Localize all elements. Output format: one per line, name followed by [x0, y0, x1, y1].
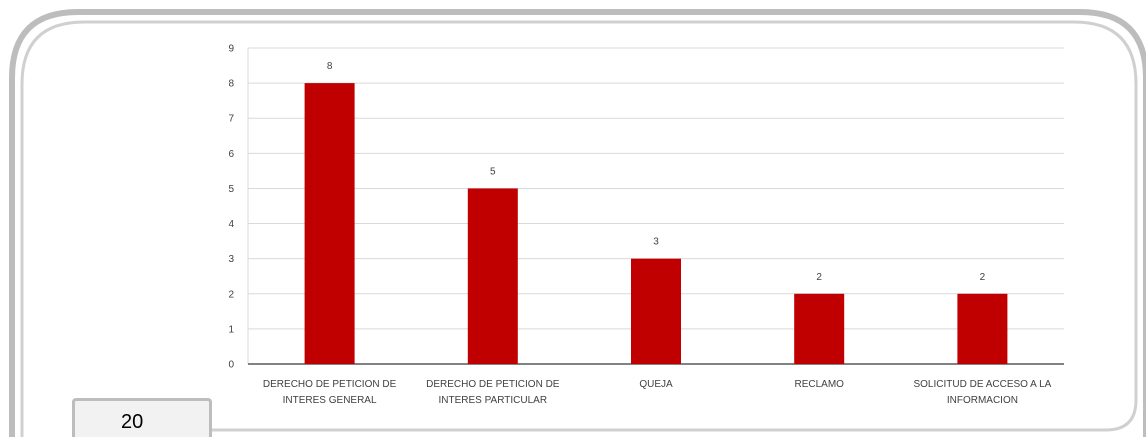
y-tick-label: 1	[228, 324, 234, 335]
category-label: QUEJA	[639, 379, 673, 390]
bar	[631, 258, 681, 364]
data-label: 2	[980, 272, 986, 283]
category-label: RECLAMO	[794, 379, 844, 390]
category-labels: DERECHO DE PETICION DE INTERES GENERALDER…	[263, 379, 1052, 406]
y-tick-label: 5	[228, 184, 234, 195]
category-label-line: RECLAMO	[794, 379, 844, 390]
data-label: 2	[816, 272, 822, 283]
bars	[304, 83, 1008, 364]
category-label: SOLICITUD DE ACCESO A LA INFORMACION	[913, 379, 1051, 406]
category-label: DERECHO DE PETICION DE INTERES GENERAL	[263, 379, 397, 406]
bar	[794, 293, 845, 364]
y-tick-label: 8	[228, 79, 234, 90]
y-tick-label: 4	[228, 219, 234, 230]
bar	[957, 293, 1008, 364]
data-label: 5	[490, 166, 496, 177]
y-tick-label: 6	[228, 149, 234, 160]
category-label-line: INTERES PARTICULAR	[439, 395, 548, 406]
category-label-line: INFORMACION	[947, 395, 1018, 406]
data-labels: 8 5 3 2 2	[327, 61, 986, 283]
data-label: 8	[327, 61, 333, 72]
bar	[304, 83, 355, 364]
category-label-line: DERECHO DE PETICION DE	[426, 379, 560, 390]
y-tick-label: 7	[228, 114, 234, 125]
category-label-line: SOLICITUD DE ACCESO A LA	[913, 379, 1051, 390]
category-label: DERECHO DE PETICION DE INTERES PARTICULAR	[426, 379, 560, 406]
category-label-line: INTERES GENERAL	[283, 395, 377, 406]
bar	[467, 188, 518, 364]
category-label-line: QUEJA	[639, 379, 673, 390]
y-tick-label: 0	[228, 360, 234, 371]
y-tick-labels: 0 1 2 3 4 5 6 7 8 9	[228, 44, 234, 371]
data-label: 3	[653, 237, 659, 248]
y-tick-label: 9	[228, 44, 234, 55]
y-tick-label: 3	[228, 254, 234, 265]
category-label-line: DERECHO DE PETICION DE	[263, 379, 397, 390]
y-tick-label: 2	[228, 289, 234, 300]
page-number-tab: 20	[72, 398, 212, 437]
